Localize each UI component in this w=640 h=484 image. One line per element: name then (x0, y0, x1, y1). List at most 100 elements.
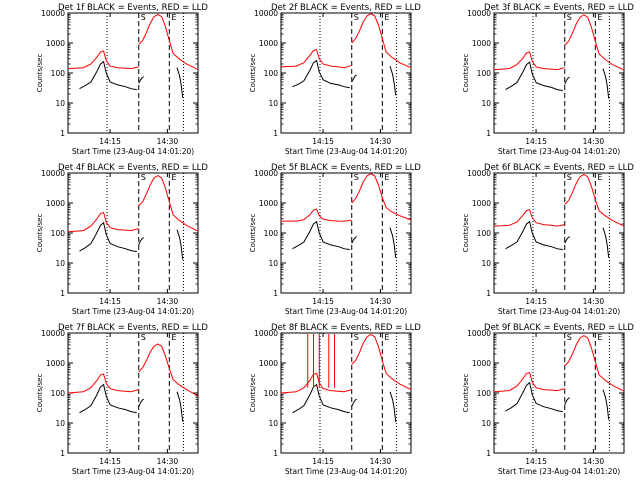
y-tick-label: 10 (55, 99, 65, 108)
y-tick-label: 10 (268, 259, 278, 268)
x-tick-label: 14:15 (525, 137, 547, 146)
panel-title: Det 2f BLACK = Events, RED = LLD (271, 3, 421, 13)
events-series-line (176, 67, 184, 98)
y-tick-label: 10 (268, 99, 278, 108)
x-tick-label: 14:30 (583, 297, 605, 306)
interval-marker-letter: S (354, 173, 359, 182)
y-axis-label: Counts/sec (36, 374, 44, 413)
panel-title: Det 1f BLACK = Events, RED = LLD (58, 3, 208, 13)
y-tick-label: 100 (51, 389, 66, 398)
interval-marker-letter: E (171, 333, 176, 342)
events-series-line (505, 61, 563, 92)
y-tick-label: 10000 (467, 169, 491, 178)
y-tick-label: 1 (60, 449, 65, 458)
y-axis-label: Counts/sec (36, 214, 44, 253)
events-series-line (138, 76, 144, 84)
y-tick-label: 1 (486, 449, 491, 458)
events-series-line (564, 76, 570, 85)
y-tick-label: 1 (273, 289, 278, 298)
detector-panel: Det 3f BLACK = Events, RED = LLD 1 10 100 10… (462, 3, 634, 156)
panel-title: Det 4f BLACK = Events, RED = LLD (58, 163, 208, 173)
x-axis-label: Start Time (23-Aug-04 14:01:20) (285, 147, 407, 156)
y-tick-label: 10000 (41, 329, 65, 338)
y-tick-label: 100 (264, 389, 279, 398)
events-series-line (389, 227, 397, 258)
panel-title: Det 7f BLACK = Events, RED = LLD (58, 323, 208, 333)
plot-frame (280, 12, 412, 134)
y-tick-label: 1 (273, 129, 278, 138)
interval-marker-letter: S (141, 333, 146, 342)
detector-panel: Det 1f BLACK = Events, RED = LLD 1 10 100 10… (36, 3, 208, 156)
y-tick-label: 1 (486, 129, 491, 138)
y-tick-label: 10000 (254, 169, 278, 178)
lld-series-line (493, 209, 565, 227)
y-tick-label: 10000 (41, 169, 65, 178)
lld-series-line (351, 173, 412, 221)
interval-marker-letter: E (384, 333, 389, 342)
y-tick-label: 1000 (472, 359, 491, 368)
y-axis-label: Counts/sec (249, 54, 257, 93)
interval-marker-letter: E (597, 333, 602, 342)
x-axis-label: Start Time (23-Aug-04 14:01:20) (498, 467, 620, 476)
lld-series-line (67, 50, 139, 70)
lld-series-line (67, 211, 139, 233)
events-series-line (79, 221, 137, 253)
y-tick-label: 10000 (467, 9, 491, 18)
lld-series-line (280, 372, 352, 394)
y-tick-label: 1 (60, 129, 65, 138)
interval-marker-letter: S (141, 13, 146, 22)
y-tick-label: 100 (477, 229, 492, 238)
x-axis-label: Start Time (23-Aug-04 14:01:20) (498, 147, 620, 156)
detector-panel: Det 2f BLACK = Events, RED = LLD 1 10 100 10… (249, 3, 421, 156)
interval-marker-letter: S (567, 333, 572, 342)
x-tick-label: 14:30 (157, 457, 179, 466)
interval-marker-letter: E (171, 13, 176, 22)
y-axis-label: Counts/sec (36, 54, 44, 93)
y-axis-label: Counts/sec (249, 214, 257, 253)
interval-marker-letter: S (354, 13, 359, 22)
lld-series-line (67, 373, 139, 394)
interval-marker-letter: E (597, 13, 602, 22)
y-axis-label: Counts/sec (462, 214, 470, 253)
y-axis-label: Counts/sec (462, 374, 470, 413)
events-series-line (176, 391, 184, 422)
y-tick-label: 1 (273, 449, 278, 458)
lld-series-line (138, 175, 199, 232)
detector-panel: Det 4f BLACK = Events, RED = LLD 1 10 100 10… (36, 163, 208, 316)
lld-series-line (281, 208, 352, 222)
x-axis-label: Start Time (23-Aug-04 14:01:20) (285, 307, 407, 316)
events-series-line (292, 59, 350, 89)
x-tick-label: 14:15 (312, 457, 334, 466)
x-tick-label: 14:30 (370, 457, 392, 466)
x-axis-label: Start Time (23-Aug-04 14:01:20) (72, 307, 194, 316)
y-tick-label: 1000 (46, 39, 65, 48)
lld-series-line (280, 49, 352, 69)
interval-marker-letter: S (567, 173, 572, 182)
lld-series-line (564, 173, 625, 227)
y-tick-label: 10 (55, 259, 65, 268)
x-tick-label: 14:15 (99, 297, 121, 306)
x-axis-label: Start Time (23-Aug-04 14:01:20) (498, 307, 620, 316)
lld-series-line (351, 333, 412, 391)
lld-series-line (564, 335, 625, 392)
x-tick-label: 14:30 (370, 137, 392, 146)
x-tick-label: 14:30 (583, 137, 605, 146)
x-tick-label: 14:15 (99, 457, 121, 466)
interval-marker-letter: E (171, 173, 176, 182)
lld-series-line (138, 343, 199, 397)
y-tick-label: 10000 (467, 329, 491, 338)
interval-marker-letter: E (597, 173, 602, 182)
panel-title: Det 5f BLACK = Events, RED = LLD (271, 163, 421, 173)
y-tick-label: 10 (268, 419, 278, 428)
events-series-line (564, 397, 570, 406)
x-tick-label: 14:30 (370, 297, 392, 306)
y-tick-label: 100 (264, 229, 279, 238)
interval-marker-letter: E (384, 173, 389, 182)
y-tick-label: 100 (477, 69, 492, 78)
events-series-line (389, 65, 397, 96)
y-tick-label: 1000 (46, 199, 65, 208)
interval-marker-letter: E (384, 13, 389, 22)
events-series-line (351, 398, 357, 407)
